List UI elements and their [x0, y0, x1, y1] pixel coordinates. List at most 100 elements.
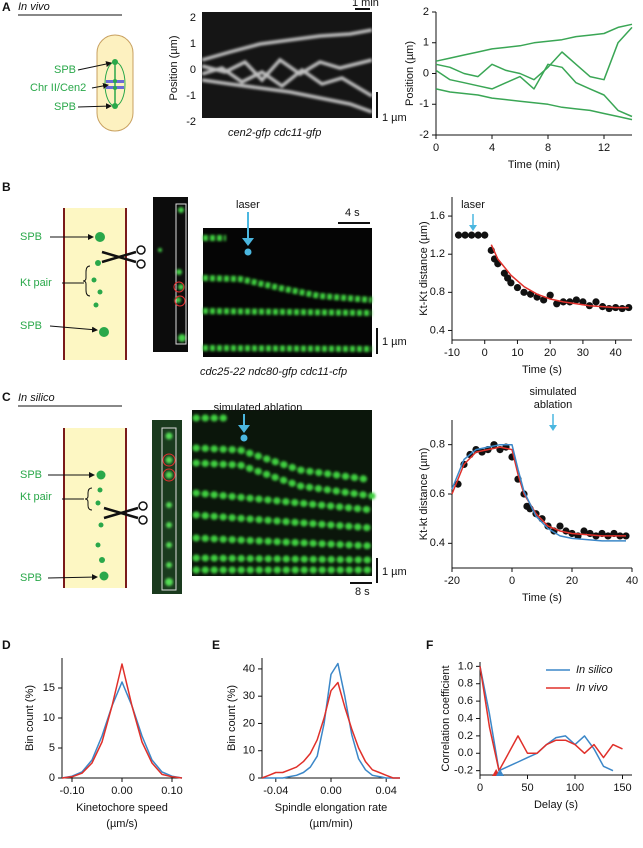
data-line [451, 446, 626, 537]
diagram-label: SPB [20, 572, 42, 584]
x-tick-label: 0 [509, 575, 515, 587]
legend-label: In silico [576, 664, 613, 676]
x-axis-label: Time (s) [522, 364, 562, 376]
ablation-circle [162, 468, 176, 482]
kymograph-signal [201, 28, 373, 114]
panel-letter: D [2, 638, 11, 652]
arrow [49, 325, 98, 333]
y-axis-label: Bin count (%) [226, 685, 238, 751]
y-axis-label: Kt-Kt distance (µm) [418, 221, 430, 315]
data-line [61, 663, 183, 779]
x-tick-label: 0.00 [111, 785, 132, 797]
data-point [513, 283, 522, 292]
data-point [481, 231, 489, 239]
annotation: simulated [529, 386, 576, 398]
ablation-circle [173, 281, 185, 293]
arrow [91, 82, 109, 89]
data-point [461, 231, 469, 239]
x-tick-label: 0 [433, 142, 439, 154]
data-point [592, 298, 600, 306]
y-tick-label: 10 [243, 745, 255, 757]
y-tick-label: 0.8 [430, 439, 445, 451]
region-outline [161, 427, 177, 591]
annotation: ablation [534, 399, 573, 411]
condition-label: In vivo [18, 1, 50, 13]
brace [82, 265, 91, 297]
kymograph-signal [192, 414, 376, 574]
y-tick-label: 0 [423, 67, 429, 79]
data-point [605, 304, 613, 313]
y-tick-label: 0.6 [430, 488, 445, 500]
y-tick-label: 15 [43, 682, 55, 694]
x-tick-label: -0.04 [263, 785, 288, 797]
diagram-label: Kt pair [20, 491, 52, 503]
scale-label: 1 min [352, 0, 379, 9]
annotation: laser [461, 199, 485, 211]
event-arrowhead [242, 238, 254, 246]
panel-letter: A [2, 0, 11, 14]
annotation-arrowhead [549, 425, 557, 431]
data-point [625, 303, 633, 312]
data-point [556, 522, 564, 530]
nuclear-bodies [91, 232, 109, 337]
kymo-tick-label: 0 [190, 64, 196, 76]
x-tick-label: 100 [566, 782, 584, 794]
x-tick-label: 40 [626, 575, 638, 587]
data-line [435, 88, 633, 121]
y-tick-label: 2 [423, 6, 429, 18]
strain-label: cdc25-22 ndc80-gfp cdc11-cfp [200, 366, 347, 378]
x-tick-label: 30 [577, 347, 589, 359]
y-tick-label: -0.2 [454, 765, 473, 777]
brace [84, 487, 93, 511]
diagram-label: SPB [54, 64, 76, 76]
y-tick-label: 5 [49, 742, 55, 754]
kymo-tick-label: 1 [190, 38, 196, 50]
x-tick-label: 0 [477, 782, 483, 794]
event-label: simulated ablation [214, 402, 303, 414]
spindle [104, 59, 126, 109]
panel-letter: F [426, 638, 433, 652]
y-tick-label: 0.4 [458, 712, 473, 724]
y-tick-label: 10 [43, 712, 55, 724]
diagram-label: SPB [20, 231, 42, 243]
data-line [61, 681, 183, 779]
panel-letter: C [2, 390, 11, 404]
data-point [546, 291, 554, 299]
y-tick-label: 0.8 [458, 678, 473, 690]
y-tick-label: 30 [243, 690, 255, 702]
y-tick-label: 0.6 [458, 695, 473, 707]
x-tick-label: 0.10 [161, 785, 182, 797]
arrow [77, 61, 112, 71]
scale-label: 1 µm [382, 336, 407, 348]
ablation-circle [162, 453, 176, 467]
y-tick-label: -1 [419, 98, 429, 110]
cell [64, 208, 126, 360]
panel-letter: E [212, 638, 220, 652]
kymo-axis-label: Position (µm) [168, 35, 180, 100]
data-line [479, 666, 623, 772]
y-axis-label: Position (µm) [404, 41, 416, 106]
x-axis-label: Delay (s) [534, 799, 578, 811]
diagram-label: SPB [54, 101, 76, 113]
event-arrowhead [238, 425, 250, 433]
y-tick-label: 0.2 [458, 730, 473, 742]
x-tick-label: 10 [511, 347, 523, 359]
x-tick-label: -20 [444, 575, 460, 587]
arrow [77, 103, 112, 110]
data-line [435, 23, 633, 62]
x-tick-label: -0.10 [59, 785, 84, 797]
scale-label: 4 s [345, 207, 360, 219]
data-point [572, 296, 580, 304]
y-tick-label: 1.0 [458, 660, 473, 672]
data-point [538, 515, 546, 523]
y-tick-label: 1.6 [430, 210, 445, 222]
scale-label: 8 s [355, 586, 370, 598]
data-line [490, 244, 629, 309]
x-tick-label: 150 [613, 782, 631, 794]
y-tick-label: 40 [243, 663, 255, 675]
x-tick-label: 4 [489, 142, 495, 154]
x-axis-label: (µm/min) [309, 818, 353, 830]
ablation-spot [244, 248, 252, 256]
kymo-tick-label: 2 [190, 12, 196, 24]
